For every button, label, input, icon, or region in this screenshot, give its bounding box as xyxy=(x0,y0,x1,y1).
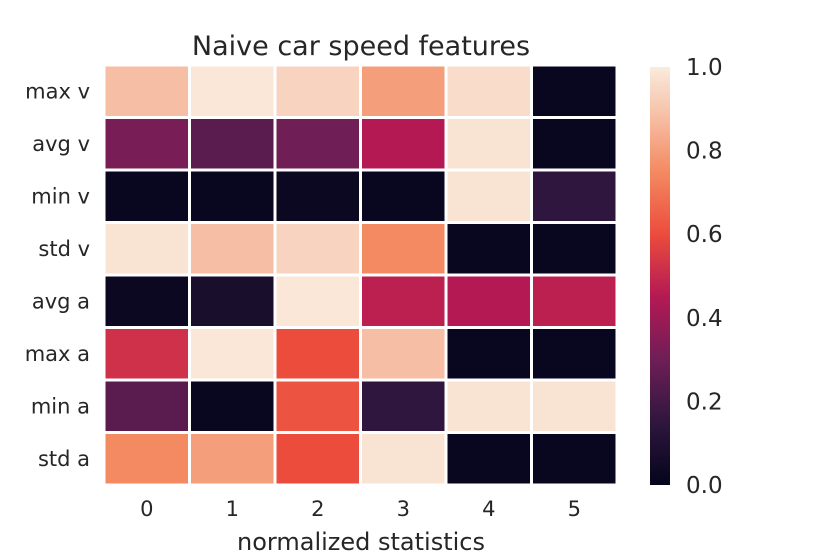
heatmap-cell xyxy=(188,168,277,224)
heatmap-cell xyxy=(273,326,362,382)
heatmap-cell xyxy=(188,116,277,172)
x-tick-label: 4 xyxy=(482,497,495,521)
y-tick-label: avg a xyxy=(32,289,90,313)
colorbar-tick-label: 0.2 xyxy=(686,389,723,415)
heatmap-cell xyxy=(102,221,191,277)
y-tick-label: min v xyxy=(31,184,90,208)
heatmap-cell xyxy=(359,168,448,224)
heatmap-cell xyxy=(530,431,619,487)
heatmap-cell xyxy=(530,63,619,119)
heatmap-cell xyxy=(273,378,362,434)
x-tick-labels: 0 1 2 3 4 5 xyxy=(140,497,581,521)
colorbar-tick-label: 0.0 xyxy=(686,473,723,499)
heatmap-cell xyxy=(530,221,619,277)
heatmap-cell xyxy=(530,116,619,172)
heatmap-cell xyxy=(444,273,533,329)
heatmap-cell xyxy=(359,273,448,329)
y-tick-label: avg v xyxy=(32,132,90,156)
x-tick-label: 1 xyxy=(226,497,239,521)
heatmap-cell xyxy=(273,63,362,119)
heatmap-cell xyxy=(273,221,362,277)
heatmap-cell xyxy=(444,116,533,172)
heatmap-cell xyxy=(359,431,448,487)
heatmap-cell xyxy=(188,378,277,434)
heatmap-cell xyxy=(444,221,533,277)
heatmap-cell xyxy=(273,168,362,224)
heatmap-cell xyxy=(188,326,277,382)
y-tick-label: std v xyxy=(38,237,90,261)
heatmap-cell xyxy=(359,116,448,172)
heatmap-cell xyxy=(444,63,533,119)
heatmap-cell xyxy=(530,168,619,224)
heatmap-cell xyxy=(444,378,533,434)
heatmap-cells xyxy=(102,63,619,487)
heatmap-cell xyxy=(444,431,533,487)
heatmap-cell xyxy=(102,168,191,224)
x-tick-label: 2 xyxy=(311,497,324,521)
y-tick-label: std a xyxy=(38,447,90,471)
x-tick-label: 0 xyxy=(140,497,153,521)
colorbar-tick-label: 0.4 xyxy=(686,306,723,332)
colorbar-tick-label: 0.6 xyxy=(686,222,723,248)
y-tick-label: min a xyxy=(31,394,90,418)
x-tick-label: 5 xyxy=(568,497,581,521)
heatmap-cell xyxy=(530,378,619,434)
heatmap-cell xyxy=(102,378,191,434)
colorbar-tick-label: 1.0 xyxy=(686,55,723,81)
heatmap-cell xyxy=(273,273,362,329)
heatmap-cell xyxy=(102,273,191,329)
heatmap-cell xyxy=(188,431,277,487)
heatmap-cell xyxy=(188,63,277,119)
heatmap-cell xyxy=(102,431,191,487)
heatmap-cell xyxy=(359,221,448,277)
colorbar-tick-label: 0.8 xyxy=(686,139,723,165)
heatmap-cell xyxy=(444,326,533,382)
colorbar-tick-labels: 0.0 0.2 0.4 0.6 0.8 1.0 xyxy=(686,55,723,499)
heatmap-cell xyxy=(359,63,448,119)
y-tick-label: max v xyxy=(25,79,90,103)
colorbar xyxy=(650,67,670,485)
heatmap-cell xyxy=(102,63,191,119)
y-tick-labels: max v avg v min v std v avg a max a min a std a xyxy=(25,79,90,471)
heatmap-cell xyxy=(530,326,619,382)
y-tick-label: max a xyxy=(25,342,90,366)
heatmap-cell xyxy=(102,116,191,172)
x-axis-label: normalized statistics xyxy=(237,528,485,554)
heatmap-cell xyxy=(102,326,191,382)
chart-title: Naive car speed features xyxy=(192,31,530,62)
x-tick-label: 3 xyxy=(397,497,410,521)
heatmap-cell xyxy=(359,378,448,434)
heatmap-cell xyxy=(273,431,362,487)
heatmap-cell xyxy=(188,221,277,277)
heatmap-cell xyxy=(444,168,533,224)
heatmap-cell xyxy=(188,273,277,329)
heatmap-cell xyxy=(359,326,448,382)
heatmap-cell xyxy=(273,116,362,172)
heatmap-cell xyxy=(530,273,619,329)
